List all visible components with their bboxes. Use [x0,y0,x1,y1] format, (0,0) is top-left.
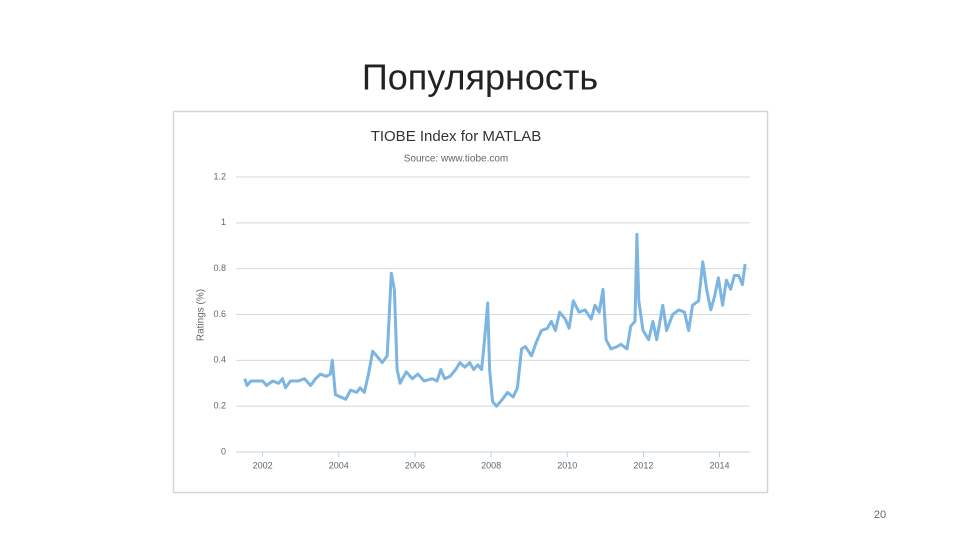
x-tick-label: 2014 [710,460,730,470]
chart-title: TIOBE Index for MATLAB [371,128,542,145]
x-tick-label: 2004 [329,460,349,470]
y-tick-label: 1.2 [213,171,226,181]
x-tick-label: 2010 [557,460,577,470]
page-number: 20 [874,509,886,521]
chart-area [180,118,761,486]
x-tick-label: 2006 [405,460,425,470]
y-tick-label: 0.4 [213,355,226,365]
y-axis-label: Ratings (%) [196,289,207,341]
y-tick-label: 0 [221,446,226,456]
y-tick-label: 0.8 [213,263,226,273]
x-tick-label: 2002 [253,460,273,470]
x-tick-label: 2008 [481,460,501,470]
y-tick-label: 0.6 [213,309,226,319]
y-tick-label: 0.2 [213,401,226,411]
y-tick-label: 1 [221,217,226,227]
data-line [243,232,747,408]
x-tick-label: 2012 [633,460,653,470]
slide-title: Популярность [362,57,598,98]
chart-subtitle: Source: www.tiobe.com [404,154,509,165]
